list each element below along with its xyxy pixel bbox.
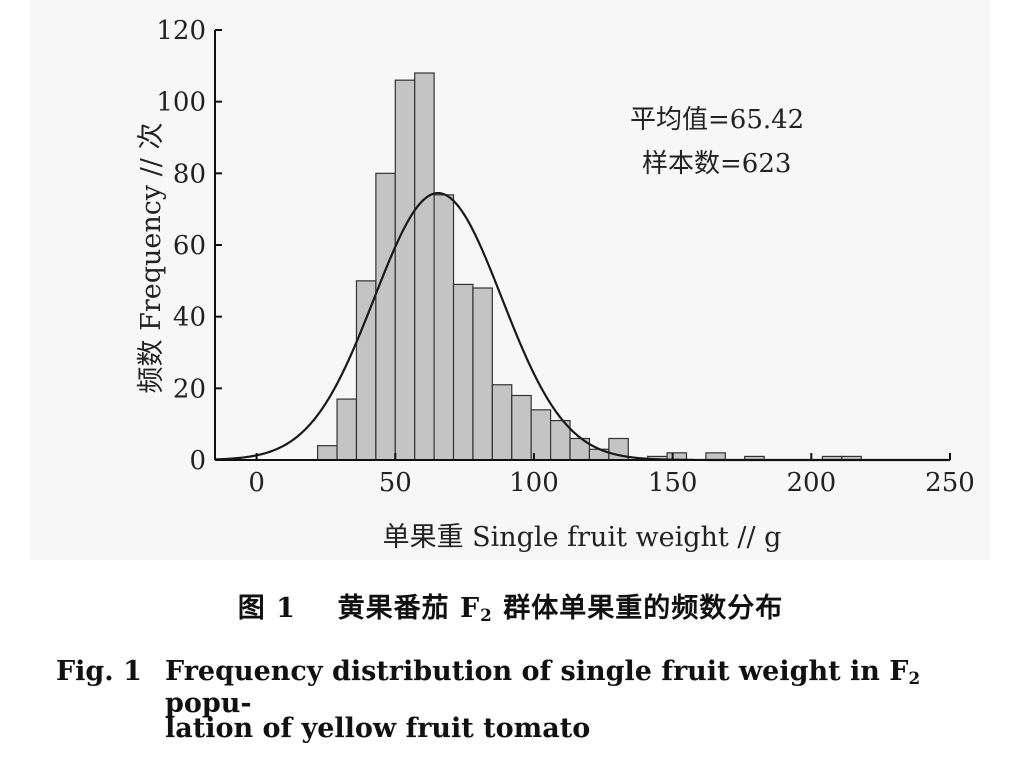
- caption-en-line1-a: Frequency distribution of single fruit w…: [165, 656, 909, 687]
- x-tick-label-100: 100: [509, 468, 559, 498]
- y-axis-label: 频数 Frequency // 次: [136, 123, 167, 394]
- histogram-bar-5: [414, 72, 435, 461]
- y-tick-label-80: 80: [173, 159, 206, 189]
- histogram-bar-2: [355, 280, 377, 461]
- histogram-bar-10: [511, 394, 532, 461]
- annotation-mean: 平均值=65.42: [630, 105, 804, 135]
- caption-en-subscript: 2: [908, 668, 921, 689]
- histogram-bar-7: [452, 283, 474, 461]
- histogram-chart: 0 50 100 150 200 250 0 20 40 60 80 100 120 平均值=65.42…: [136, 16, 975, 553]
- caption-english-line1: Frequency distribution of single fruit w…: [165, 656, 995, 719]
- x-tick-label-0: 0: [248, 468, 265, 498]
- histogram-bar-8: [472, 287, 493, 461]
- x-axis-label: 单果重 Single fruit weight // g: [383, 522, 782, 553]
- caption-cn-rest: 群体单果重的频数分布: [492, 593, 784, 624]
- caption-english-line2: lation of yellow fruit tomato: [165, 713, 591, 744]
- histogram-bar-9: [491, 384, 513, 461]
- y-tick-label-60: 60: [173, 231, 206, 261]
- x-tick-label-200: 200: [787, 468, 837, 498]
- ticks-group: 0 50 100 150 200 250 0 20 40 60 80 100 120: [156, 16, 974, 498]
- y-tick-label-0: 0: [189, 446, 206, 476]
- histogram-bar-4: [394, 79, 416, 461]
- y-tick-label-20: 20: [173, 374, 206, 404]
- bars-group: [317, 72, 862, 461]
- y-tick-label-120: 120: [156, 16, 206, 46]
- y-tick-label-40: 40: [173, 303, 206, 333]
- histogram-bar-3: [375, 172, 396, 461]
- caption-cn-main: 黄果番茄 F: [337, 593, 481, 624]
- x-tick-label-250: 250: [925, 468, 975, 498]
- caption-chinese: 图 1 黄果番茄 F2 群体单果重的频数分布: [0, 586, 1021, 625]
- x-tick-label-150: 150: [648, 468, 698, 498]
- caption-cn-subscript: 2: [480, 605, 493, 626]
- x-tick-label-50: 50: [379, 468, 412, 498]
- axes-group: [214, 30, 950, 461]
- histogram-bar-0: [317, 445, 338, 461]
- caption-cn-prefix: 图 1: [237, 593, 296, 624]
- caption-en-line1-b: popu-: [165, 688, 252, 720]
- normal-curve: [214, 191, 950, 462]
- caption-english-label: Fig. 1: [56, 656, 142, 687]
- histogram-bar-1: [336, 398, 358, 461]
- y-tick-label-100: 100: [156, 88, 206, 118]
- histogram-bar-6: [433, 194, 455, 461]
- annotation-sample-size: 样本数=623: [642, 149, 791, 179]
- chart-area: 0 50 100 150 200 250 0 20 40 60 80 100 120 平均值=65.42…: [30, 0, 990, 560]
- histogram-bar-11: [530, 409, 552, 461]
